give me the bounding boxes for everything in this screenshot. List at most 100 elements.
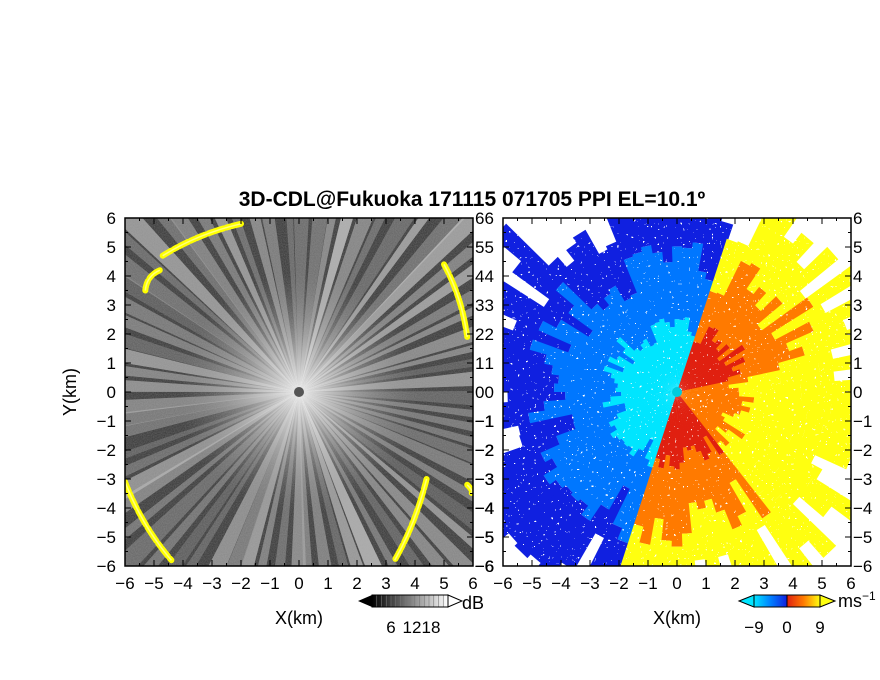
snr-y-tick-label-right: 0: [475, 383, 484, 402]
snr-y-tick-label: 1: [107, 354, 116, 373]
snr-y-tick-label-right: −5: [475, 528, 494, 547]
snr-x-tick-label: 3: [381, 574, 390, 593]
velocity-xlabel: X(km): [653, 608, 701, 628]
snr-x-tick-label: 1: [323, 574, 332, 593]
velocity-y-tick-label-right: 2: [853, 325, 862, 344]
velocity-colorbar-overflow: [819, 594, 837, 608]
snr-y-tick-label-right: 6: [475, 209, 484, 228]
snr-y-tick-label: 6: [107, 209, 116, 228]
snr-y-tick-label-right: 1: [475, 354, 484, 373]
velocity-y-tick-label: −6: [475, 557, 494, 576]
snr-y-tick-label: −6: [97, 557, 116, 576]
snr-x-tick-label: −1: [260, 574, 279, 593]
snr-y-tick-label-right: −2: [475, 441, 494, 460]
snr-x-tick-label: −5: [144, 574, 163, 593]
velocity-axes: −6 −5 −4 −3 −2 −1 0 1 2 3 4 5 66 65 54 43 32 21 10 0−1 −1−2−…: [475, 209, 873, 593]
velocity-y-tick-label-right: 4: [853, 267, 862, 286]
velocity-unit-exponent: −1: [862, 589, 876, 603]
snr-x-tick-label: 4: [410, 574, 419, 593]
velocity-y-tick-label: 2: [485, 325, 494, 344]
velocity-y-tick-label-right: −3: [853, 470, 872, 489]
snr-x-tick-label: −6: [115, 574, 134, 593]
snr-x-tick-label: −4: [173, 574, 192, 593]
velocity-y-tick-label: 6: [485, 209, 494, 228]
velocity-y-tick-label: 1: [485, 354, 494, 373]
snr-y-tick-label-right: −3: [475, 470, 494, 489]
snr-y-tick-label: 0: [107, 383, 116, 402]
snr-y-tick-label-right: −1: [475, 412, 494, 431]
snr-x-tick-label: −3: [202, 574, 221, 593]
snr-x-tick-label: −2: [231, 574, 250, 593]
velocity-x-tick-label: −4: [551, 574, 570, 593]
snr-xlabel: X(km): [275, 608, 323, 628]
snr-y-tick-label: −5: [97, 528, 116, 547]
velocity-x-tick-label: −6: [493, 574, 512, 593]
velocity-y-tick-label-right: 5: [853, 238, 862, 257]
velocity-colorbar-tick-label: −9: [744, 618, 763, 637]
snr-highlight-arc-edge: [144, 269, 161, 291]
snr-colorbar-underflow: [358, 595, 372, 607]
snr-x-tick-label: 5: [439, 574, 448, 593]
velocity-x-tick-label: 0: [672, 574, 681, 593]
snr-panel: −6 −5 −4 −3 −2 −1 0 1 2 3 4 5 66 65 54 43 32 21 10 0−1 −1−2−…: [60, 209, 495, 628]
velocity-colorbar: ms−1 −9 0 9: [737, 589, 876, 637]
velocity-y-tick-label: −3: [475, 470, 494, 489]
snr-colorbar-overflow: [447, 594, 464, 608]
velocity-colorbar-ticks: −9 0 9: [744, 595, 825, 637]
snr-y-tick-label-right: 4: [475, 267, 484, 286]
snr-highlight-arc-edge: [162, 223, 242, 257]
snr-colorbar: dB 6 12 18: [358, 593, 484, 637]
snr-y-tick-label-right: 5: [475, 238, 484, 257]
snr-colorbar-frame: [371, 594, 449, 608]
snr-y-tick-label: 2: [107, 325, 116, 344]
snr-colorbar-ticks: 6 12 18: [386, 618, 440, 637]
velocity-y-tick-label: 5: [485, 238, 494, 257]
velocity-x-tick-label: −3: [580, 574, 599, 593]
velocity-x-tick-label: 2: [730, 574, 739, 593]
velocity-colorbar-tick-label: 9: [815, 618, 824, 637]
velocity-y-tick-label-right: −1: [853, 412, 872, 431]
snr-colorbar-unit: dB: [462, 593, 484, 613]
snr-y-tick-label-right: 3: [475, 296, 484, 315]
velocity-x-tick-label: −2: [609, 574, 628, 593]
velocity-x-tick-label: 6: [846, 574, 855, 593]
velocity-y-tick-label: 0: [485, 383, 494, 402]
snr-y-tick-label: −3: [97, 470, 116, 489]
velocity-x-tick-label: 1: [701, 574, 710, 593]
snr-x-tick-label: 0: [294, 574, 303, 593]
velocity-y-tick-label-right: 6: [853, 209, 862, 228]
velocity-colorbar-tick-label: 0: [782, 618, 791, 637]
snr-highlight-arc-edge: [394, 478, 428, 561]
velocity-y-tick-label: −4: [475, 499, 494, 518]
snr-highlight-arc-edge: [443, 264, 468, 337]
velocity-y-tick-label: −5: [475, 528, 494, 547]
snr-y-tick-label-right: −6: [475, 557, 494, 576]
snr-y-tick-label: −1: [97, 412, 116, 431]
velocity-panel: −6 −5 −4 −3 −2 −1 0 1 2 3 4 5 66 65 54 43 32 21 10 0−1 −1−2−…: [475, 209, 873, 628]
snr-highlight-arc-edge: [125, 481, 172, 561]
velocity-y-tick-label-right: −2: [853, 441, 872, 460]
velocity-y-tick-label-right: −6: [853, 557, 872, 576]
velocity-y-tick-label-right: −4: [853, 499, 872, 518]
velocity-y-tick-label: 3: [485, 296, 494, 315]
snr-colorbar-tick-label: 6: [386, 618, 395, 637]
snr-colorbar-tick-label: 18: [422, 618, 441, 637]
velocity-y-tick-label-right: 3: [853, 296, 862, 315]
snr-ylabel: Y(km): [60, 368, 80, 416]
radar-site-marker: [294, 387, 304, 397]
velocity-y-tick-label: −1: [475, 412, 494, 431]
snr-y-tick-label: 4: [107, 267, 116, 286]
velocity-y-tick-label-right: −5: [853, 528, 872, 547]
velocity-x-tick-label: −1: [638, 574, 657, 593]
velocity-unit-base: ms: [838, 591, 862, 611]
snr-y-tick-label: −2: [97, 441, 116, 460]
figure-title: 3D-CDL@Fukuoka 171115 071705 PPI EL=10.1…: [239, 188, 706, 211]
snr-axes: −6 −5 −4 −3 −2 −1 0 1 2 3 4 5 66 65 54 43 32 21 10 0−1 −1−2−…: [97, 209, 495, 593]
snr-colorbar-tick-label: 12: [403, 618, 422, 637]
snr-image: [125, 218, 473, 566]
snr-y-tick-label-right: 2: [475, 325, 484, 344]
velocity-x-tick-label: 5: [817, 574, 826, 593]
snr-y-tick-label: −4: [97, 499, 116, 518]
snr-highlight-arcs: [125, 220, 473, 564]
